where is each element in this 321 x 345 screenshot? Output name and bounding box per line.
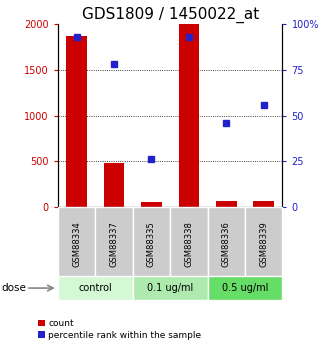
Bar [254, 201, 274, 207]
Bar [178, 24, 199, 207]
Bar [133, 276, 208, 300]
Bar [208, 276, 282, 300]
Text: control: control [78, 283, 112, 293]
Legend: count, percentile rank within the sample: count, percentile rank within the sample [37, 318, 202, 341]
Text: GSM88335: GSM88335 [147, 221, 156, 267]
Bar [66, 36, 87, 207]
Bar [95, 207, 133, 281]
Title: GDS1809 / 1450022_at: GDS1809 / 1450022_at [82, 7, 259, 23]
Bar [245, 207, 282, 281]
Text: GSM88338: GSM88338 [184, 221, 193, 267]
Text: 0.5 ug/ml: 0.5 ug/ml [222, 283, 268, 293]
Bar [104, 163, 124, 207]
Bar [58, 207, 95, 281]
Bar [141, 202, 162, 207]
Text: dose: dose [2, 283, 26, 293]
Text: GSM88336: GSM88336 [222, 221, 231, 267]
Text: GSM88339: GSM88339 [259, 221, 268, 267]
Bar [133, 207, 170, 281]
Text: 0.1 ug/ml: 0.1 ug/ml [147, 283, 193, 293]
Bar [58, 276, 133, 300]
Text: GSM88334: GSM88334 [72, 221, 81, 267]
Bar [208, 207, 245, 281]
Bar [170, 207, 208, 281]
Text: GSM88337: GSM88337 [109, 221, 118, 267]
Bar [216, 200, 237, 207]
